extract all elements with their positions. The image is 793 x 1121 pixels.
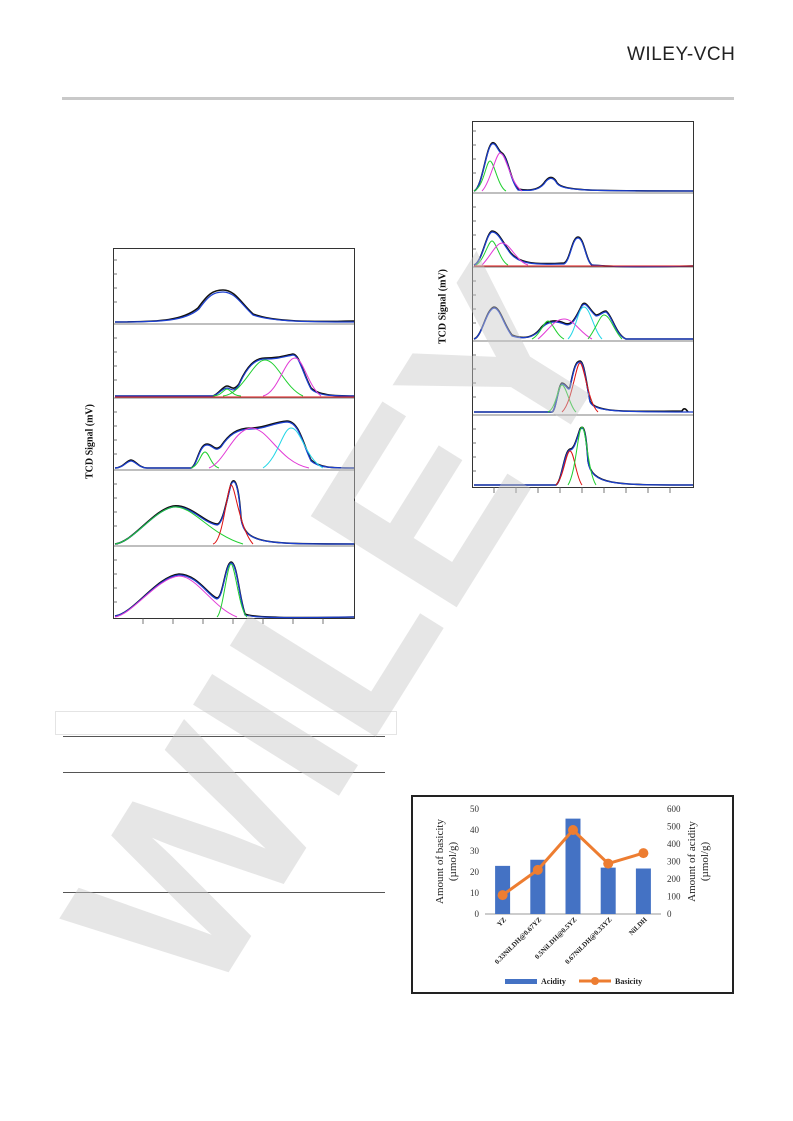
right-tick-label: 400 <box>667 839 681 849</box>
left-tick-label: 0 <box>475 909 480 919</box>
legend-acidity-swatch <box>505 979 537 984</box>
left-tick-label: 30 <box>470 846 480 856</box>
acidity-bar <box>495 865 511 914</box>
basicity-point <box>638 848 649 859</box>
publisher-logo: WILEY-VCH <box>627 44 736 65</box>
legend-basicity-label: Basicity <box>615 977 642 986</box>
basicity-point <box>532 864 543 875</box>
category-label: YZ <box>495 916 508 929</box>
left-axis-title: Amount of basicity(µmol/g) <box>434 819 459 904</box>
basicity-point <box>497 890 508 901</box>
table-top-rule <box>63 736 385 737</box>
category-label: NiLDH <box>627 915 649 937</box>
table-header-rule <box>63 772 385 773</box>
left-tick-label: 40 <box>470 825 480 835</box>
right-tick-label: 600 <box>667 804 681 814</box>
acidity-basicity-chart: 010203040500100200300400500600YZ0.33NiLD… <box>434 804 711 986</box>
acidity-bar <box>565 818 581 914</box>
table-caption-box <box>55 711 397 735</box>
right-tpd-figure <box>472 121 694 493</box>
right-tick-label: 200 <box>667 874 681 884</box>
legend-basicity-marker <box>591 977 599 985</box>
left-tick-label: 20 <box>470 867 480 877</box>
right-tick-label: 500 <box>667 822 681 832</box>
acidity-bar <box>635 868 651 914</box>
left-tpd-figure <box>113 248 355 624</box>
table-bottom-rule <box>63 892 385 893</box>
right-tick-label: 100 <box>667 892 681 902</box>
left-tick-label: 10 <box>470 888 480 898</box>
right-figure-ylabel: TCD Signal (mV) <box>437 269 449 345</box>
right-axis-title: Amount of acidity(µmol/g) <box>686 821 711 902</box>
right-tick-label: 0 <box>667 909 672 919</box>
basicity-point <box>603 858 614 869</box>
header-rule <box>62 97 734 100</box>
acidity-bar <box>600 867 616 914</box>
left-figure-ylabel: TCD Signal (mV) <box>84 404 96 480</box>
right-tick-label: 300 <box>667 857 681 867</box>
legend-acidity-label: Acidity <box>541 977 566 986</box>
left-tick-label: 50 <box>470 804 480 814</box>
basicity-point <box>568 825 578 835</box>
